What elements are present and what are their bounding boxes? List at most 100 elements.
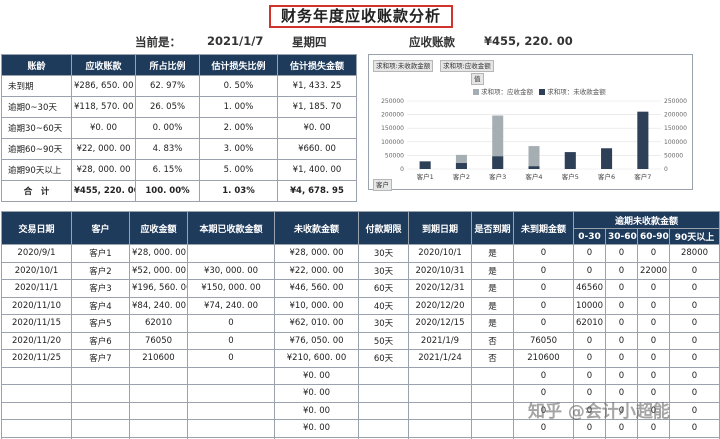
table-cell[interactable]: ¥0. 00 bbox=[274, 366, 359, 385]
aging-cell[interactable]: 逾期60~90天 bbox=[1, 138, 72, 160]
table-cell[interactable]: 60天 bbox=[358, 279, 409, 298]
aging-cell[interactable]: 6. 15% bbox=[135, 159, 200, 181]
table-cell[interactable]: 0 bbox=[668, 279, 720, 298]
table-cell[interactable]: 76050 bbox=[513, 331, 574, 350]
aging-cell[interactable]: 逾期90天以上 bbox=[1, 159, 72, 181]
table-cell[interactable]: 76050 bbox=[129, 331, 188, 350]
table-cell[interactable]: 0 bbox=[605, 331, 638, 350]
aging-total-cell[interactable]: ¥4, 678. 95 bbox=[277, 180, 357, 202]
table-cell[interactable] bbox=[187, 244, 275, 263]
table-cell[interactable]: ¥210, 600. 00 bbox=[274, 349, 359, 368]
table-cell[interactable]: 0 bbox=[573, 366, 606, 385]
table-cell[interactable] bbox=[408, 401, 472, 420]
table-cell[interactable]: 210600 bbox=[129, 349, 188, 368]
table-cell[interactable]: 0 bbox=[513, 366, 574, 385]
table-cell[interactable] bbox=[71, 366, 130, 385]
table-cell[interactable]: 0 bbox=[668, 419, 720, 438]
table-cell[interactable]: 0 bbox=[637, 296, 670, 315]
table-cell[interactable]: 2020/12/31 bbox=[408, 279, 472, 298]
table-cell[interactable]: 2020/9/1 bbox=[1, 244, 72, 263]
table-cell[interactable]: 0 bbox=[637, 314, 670, 333]
table-cell[interactable]: 60天 bbox=[358, 349, 409, 368]
table-cell[interactable]: 客户2 bbox=[71, 261, 130, 280]
table-cell[interactable]: 是 bbox=[471, 314, 514, 333]
values-chip[interactable]: 值 bbox=[471, 73, 484, 85]
table-cell[interactable] bbox=[408, 419, 472, 438]
table-cell[interactable]: 客户5 bbox=[71, 314, 130, 333]
table-cell[interactable]: ¥76, 050. 00 bbox=[274, 331, 359, 350]
table-cell[interactable]: 2020/10/1 bbox=[1, 261, 72, 280]
aging-cell[interactable]: ¥286, 650. 00 bbox=[71, 75, 136, 97]
table-cell[interactable]: 2020/11/25 bbox=[1, 349, 72, 368]
table-cell[interactable]: 0 bbox=[605, 366, 638, 385]
aging-cell[interactable]: 逾期0~30天 bbox=[1, 96, 72, 118]
table-cell[interactable]: 0 bbox=[605, 261, 638, 280]
aging-cell[interactable]: 2. 00% bbox=[199, 117, 278, 139]
table-cell[interactable]: 0 bbox=[668, 401, 720, 420]
table-cell[interactable] bbox=[358, 401, 409, 420]
table-cell[interactable] bbox=[71, 419, 130, 438]
pivot-chart[interactable]: 求和项:未收款金额 求和项:应收金额 值 求和项：应收金额 求和项：未收款金额 … bbox=[368, 54, 693, 191]
table-cell[interactable]: 0 bbox=[668, 366, 720, 385]
table-cell[interactable]: 2020/11/15 bbox=[1, 314, 72, 333]
table-cell[interactable]: 0 bbox=[637, 349, 670, 368]
table-cell[interactable] bbox=[129, 384, 188, 403]
table-cell[interactable]: 28000 bbox=[668, 244, 720, 263]
table-cell[interactable]: 0 bbox=[637, 366, 670, 385]
table-cell[interactable] bbox=[1, 384, 72, 403]
table-cell[interactable]: 0 bbox=[605, 314, 638, 333]
aging-cell[interactable]: 5. 00% bbox=[199, 159, 278, 181]
table-cell[interactable]: ¥52, 000. 00 bbox=[129, 261, 188, 280]
table-cell[interactable] bbox=[471, 366, 514, 385]
table-cell[interactable]: 40天 bbox=[358, 296, 409, 315]
table-cell[interactable]: ¥150, 000. 00 bbox=[187, 279, 275, 298]
table-cell[interactable]: 30天 bbox=[358, 244, 409, 263]
table-cell[interactable] bbox=[129, 419, 188, 438]
table-cell[interactable]: 0 bbox=[637, 279, 670, 298]
table-cell[interactable]: 0 bbox=[605, 279, 638, 298]
table-cell[interactable] bbox=[71, 401, 130, 420]
table-cell[interactable]: 0 bbox=[637, 244, 670, 263]
table-cell[interactable]: 是 bbox=[471, 244, 514, 263]
table-cell[interactable]: 0 bbox=[573, 261, 606, 280]
table-cell[interactable]: 客户7 bbox=[71, 349, 130, 368]
table-cell[interactable]: 是 bbox=[471, 279, 514, 298]
table-cell[interactable]: 30天 bbox=[358, 314, 409, 333]
table-cell[interactable] bbox=[358, 366, 409, 385]
aging-cell[interactable]: ¥1, 185. 70 bbox=[277, 96, 357, 118]
table-cell[interactable]: 0 bbox=[513, 296, 574, 315]
aging-cell[interactable]: 0. 50% bbox=[199, 75, 278, 97]
table-cell[interactable]: 客户1 bbox=[71, 244, 130, 263]
table-cell[interactable]: ¥0. 00 bbox=[274, 419, 359, 438]
table-cell[interactable]: 0 bbox=[668, 349, 720, 368]
aging-cell[interactable]: ¥22, 000. 00 bbox=[71, 138, 136, 160]
table-cell[interactable]: 0 bbox=[605, 244, 638, 263]
table-cell[interactable]: 0 bbox=[668, 384, 720, 403]
table-cell[interactable]: 46560 bbox=[573, 279, 606, 298]
table-cell[interactable]: 2020/10/1 bbox=[408, 244, 472, 263]
table-cell[interactable]: 0 bbox=[187, 314, 275, 333]
table-cell[interactable]: ¥28, 000. 00 bbox=[129, 244, 188, 263]
table-cell[interactable]: ¥196, 560. 00 bbox=[129, 279, 188, 298]
axis-field-chip[interactable]: 客户 bbox=[373, 179, 392, 191]
table-cell[interactable]: 0 bbox=[513, 314, 574, 333]
table-cell[interactable]: 客户3 bbox=[71, 279, 130, 298]
table-cell[interactable]: 0 bbox=[513, 279, 574, 298]
table-cell[interactable]: ¥0. 00 bbox=[274, 384, 359, 403]
table-cell[interactable] bbox=[1, 419, 72, 438]
table-cell[interactable] bbox=[187, 384, 275, 403]
aging-cell[interactable]: 1. 00% bbox=[199, 96, 278, 118]
table-cell[interactable]: 客户6 bbox=[71, 331, 130, 350]
aging-cell[interactable]: 26. 05% bbox=[135, 96, 200, 118]
table-cell[interactable] bbox=[358, 419, 409, 438]
table-cell[interactable]: 0 bbox=[637, 419, 670, 438]
table-cell[interactable]: 10000 bbox=[573, 296, 606, 315]
field-chip-receivable[interactable]: 求和项:应收金额 bbox=[440, 60, 494, 72]
aging-cell[interactable]: 3. 00% bbox=[199, 138, 278, 160]
table-cell[interactable] bbox=[358, 384, 409, 403]
table-cell[interactable]: 0 bbox=[573, 419, 606, 438]
table-cell[interactable]: 0 bbox=[187, 349, 275, 368]
aging-cell[interactable]: 62. 97% bbox=[135, 75, 200, 97]
table-cell[interactable]: 0 bbox=[668, 331, 720, 350]
table-cell[interactable] bbox=[471, 401, 514, 420]
